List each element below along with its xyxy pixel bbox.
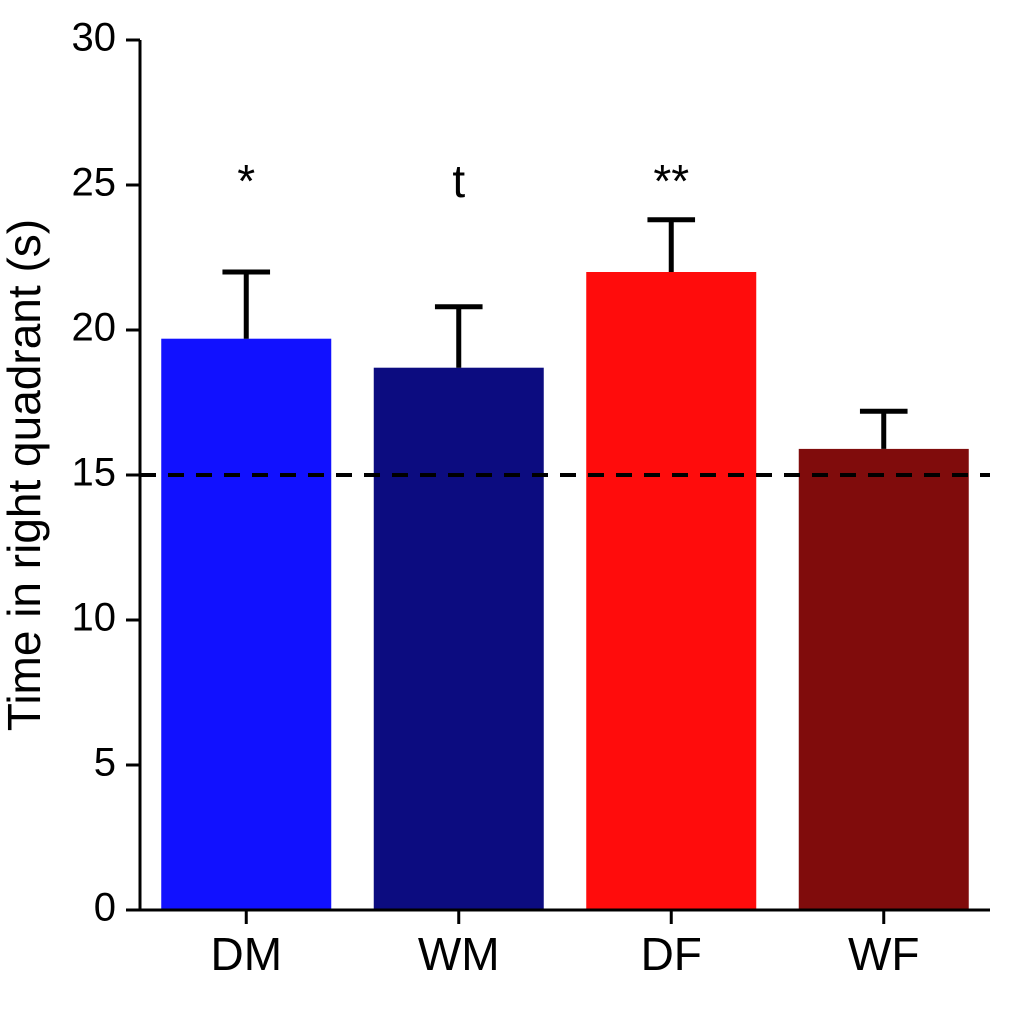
y-tick-label: 20 [72,306,117,350]
bar [161,339,331,910]
significance-marker: ** [653,155,689,207]
significance-markers: * t ** [237,155,689,207]
bar [586,272,756,910]
x-tick-label: DF [641,928,702,980]
y-axis-title: Time in right quadrant (s) [0,219,50,731]
y-tick-label: 10 [72,596,117,640]
y-tick-label: 15 [72,451,117,495]
x-ticks: DM WM DF WF [210,910,919,980]
plot-bars [161,272,969,910]
y-tick-label: 30 [72,16,117,60]
bar-chart: 0 5 10 15 20 25 30 DM WM DF WF * t ** Time in right… [0,0,1024,1021]
x-tick-label: WM [418,928,500,980]
bar [374,368,544,910]
bar [799,449,969,910]
y-tick-label: 5 [94,741,116,785]
x-tick-label: WF [848,928,920,980]
y-tick-label: 25 [72,161,117,205]
significance-marker: t [452,155,465,207]
chart-svg: 0 5 10 15 20 25 30 DM WM DF WF * t ** Time in right… [0,0,1024,1021]
x-tick-label: DM [210,928,282,980]
y-tick-label: 0 [94,886,116,930]
significance-marker: * [237,155,255,207]
y-ticks: 0 5 10 15 20 25 30 [72,16,141,930]
